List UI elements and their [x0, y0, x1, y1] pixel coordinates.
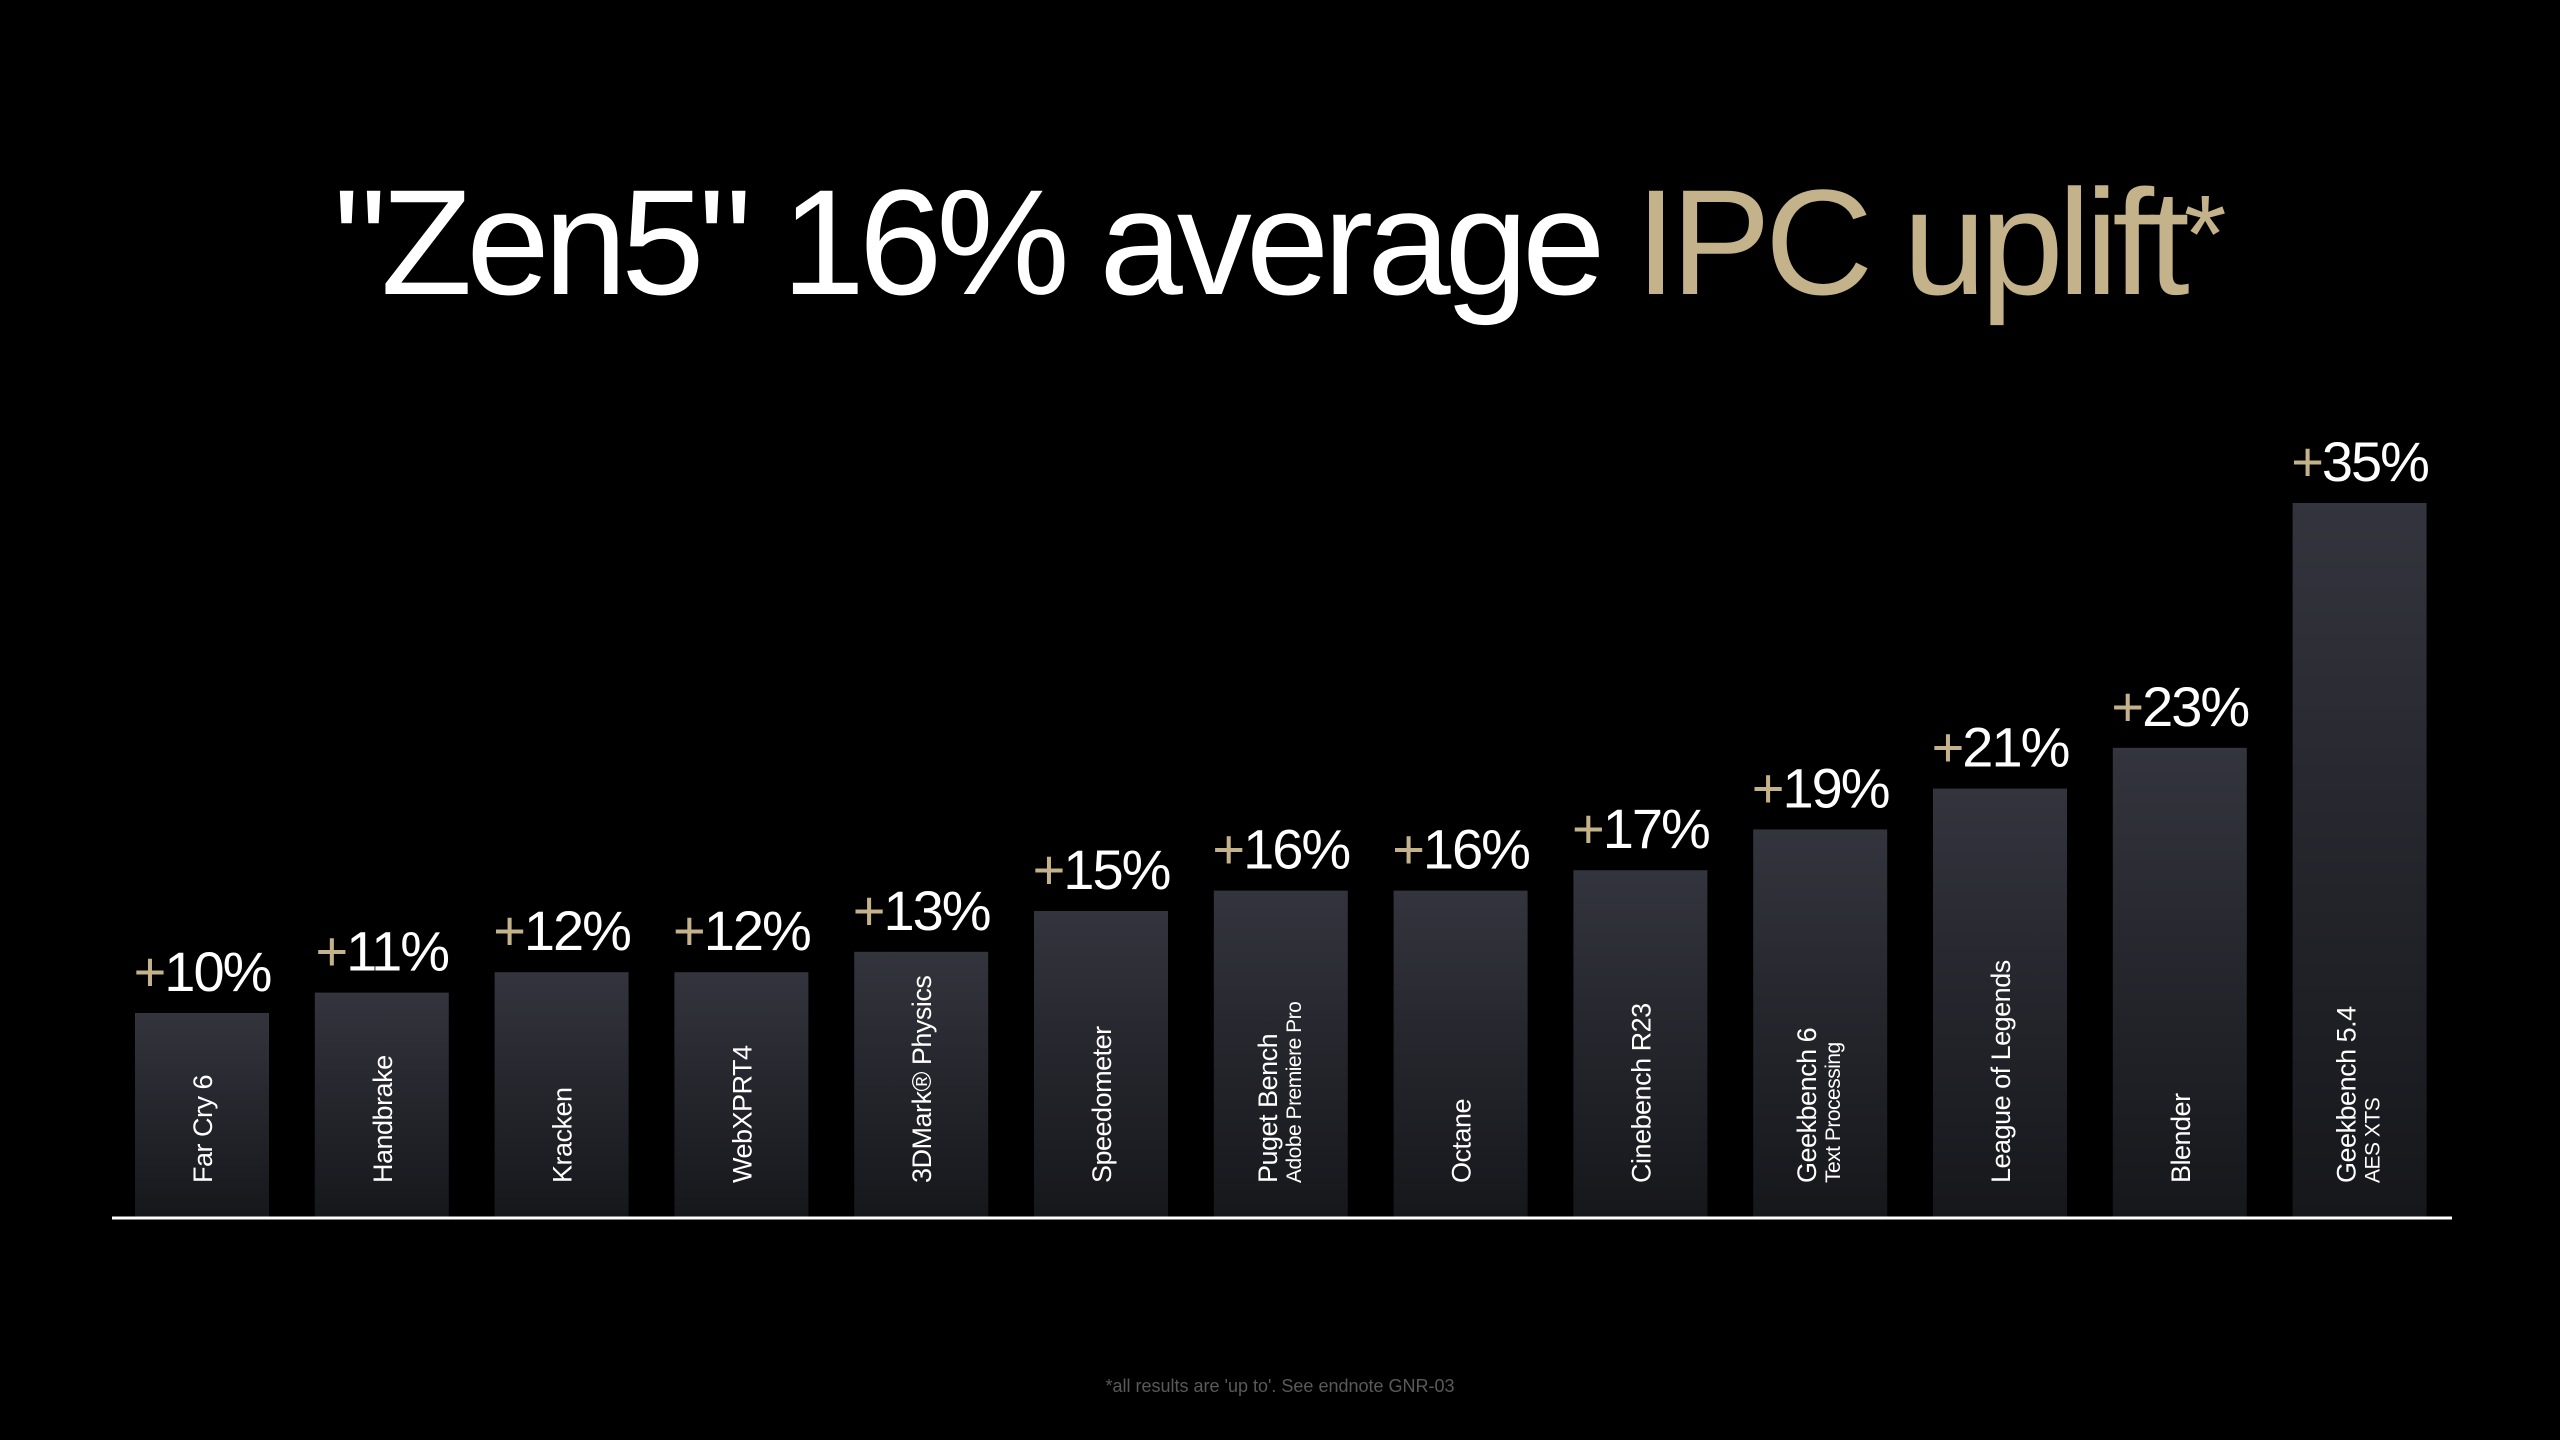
- bar-group: +16% Octane: [1392, 818, 1531, 1217]
- category-label: Handbrake: [368, 1055, 398, 1183]
- category-label: WebXPRT4: [727, 1045, 757, 1183]
- bar-value-label: +19%: [1752, 756, 1889, 819]
- category-label: 3DMark® Physics: [907, 976, 937, 1183]
- bar: [314, 992, 449, 1217]
- title-main: "Zen5" 16% average: [333, 158, 1636, 326]
- bar-group: +21% League of Legends: [1932, 716, 2071, 1217]
- bar-value-label: +35%: [2291, 430, 2428, 493]
- bar-value-label: +16%: [1392, 818, 1529, 881]
- bar-group: +19% Geekbench 6Text Processing: [1752, 756, 1891, 1217]
- category-label: Geekbench 5.4AES XTS: [2332, 1006, 2385, 1183]
- bar: [854, 951, 989, 1217]
- bar-group: +16% Puget BenchAdobe Premiere Pro: [1212, 818, 1351, 1217]
- bar-value-label: +17%: [1572, 797, 1709, 860]
- bar-group: +35% Geekbench 5.4AES XTS: [2291, 430, 2430, 1217]
- bar-value-label: +13%: [853, 879, 990, 942]
- category-label: Cinebench R23: [1626, 1003, 1656, 1183]
- bar: [494, 972, 629, 1217]
- bar: [1933, 788, 2067, 1217]
- bar: [1034, 911, 1168, 1217]
- bar-value-label: +23%: [2111, 675, 2248, 738]
- bar-group: +13% 3DMark® Physics: [853, 879, 992, 1217]
- bar: [135, 1013, 269, 1217]
- slide-title: "Zen5" 16% average IPC uplift*: [0, 150, 2560, 327]
- bar-group: +23% Blender: [2111, 675, 2250, 1217]
- category-label: Blender: [2166, 1093, 2196, 1183]
- category-label: Kracken: [548, 1087, 578, 1183]
- bar-group: +12% WebXPRT4: [673, 899, 812, 1217]
- bar-group: +11% Handbrake: [314, 920, 450, 1217]
- bar-group: +17% Cinebench R23: [1572, 797, 1711, 1217]
- category-label: Puget BenchAdobe Premiere Pro: [1253, 1002, 1306, 1183]
- category-label: Geekbench 6Text Processing: [1792, 1028, 1845, 1183]
- bar: [1573, 870, 1708, 1217]
- category-label: Far Cry 6: [188, 1075, 218, 1183]
- bar-group: +15% Speedometer: [1033, 838, 1172, 1217]
- bar-value-label: +21%: [1932, 716, 2069, 779]
- bar: [1393, 890, 1528, 1217]
- bar-value-label: +12%: [673, 899, 810, 962]
- bar: [1753, 829, 1888, 1217]
- bar: [2292, 503, 2427, 1217]
- bar: [1213, 890, 1348, 1217]
- title-footnote-mark: *: [2183, 173, 2227, 296]
- bar: [2112, 747, 2247, 1217]
- bar-value-label: +10%: [134, 940, 271, 1003]
- category-label: League of Legends: [1986, 960, 2016, 1183]
- bar-value-label: +12%: [493, 899, 630, 962]
- bar-value-label: +16%: [1212, 818, 1349, 881]
- category-label: Octane: [1447, 1099, 1477, 1183]
- bar-value-label: +11%: [315, 920, 448, 983]
- bar-group: +10% Far Cry 6: [134, 940, 273, 1217]
- bar: [674, 972, 809, 1217]
- category-label: Speedometer: [1087, 1026, 1117, 1183]
- footnote: *all results are 'up to'. See endnote GN…: [1105, 1376, 1455, 1396]
- title-accent: IPC uplift: [1635, 158, 2190, 326]
- bar-group: +12% Kracken: [493, 899, 632, 1217]
- bar-value-label: +15%: [1033, 838, 1170, 901]
